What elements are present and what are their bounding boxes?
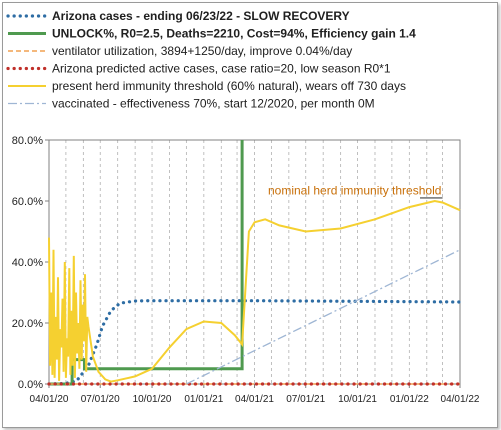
x-tick-label: 04/01/21	[235, 394, 274, 405]
legend-label: UNLOCK%, R0=2.5, Deaths=2210, Cost=94%, …	[52, 27, 416, 41]
series-lines	[47, 140, 462, 386]
x-tick-label: 07/01/20	[81, 394, 120, 405]
series-line-4	[48, 199, 461, 383]
legend-label: vaccinated - effectiveness 70%, start 12…	[52, 97, 375, 111]
legend-label: present herd immunity threshold (60% nat…	[52, 79, 406, 93]
series-line-0	[47, 299, 462, 386]
x-tick-label: 01/01/22	[390, 394, 429, 405]
x-tick-label: 04/01/20	[30, 394, 69, 405]
annotations: nominal herd immunity threshold	[268, 183, 443, 199]
x-tick-label: 04/01/22	[441, 394, 480, 405]
y-tick-label: 20.0%	[12, 318, 43, 330]
y-tick-label: 40.0%	[12, 257, 43, 269]
y-tick-label: 80.0%	[12, 135, 43, 147]
x-tick-label: 07/01/21	[286, 394, 325, 405]
annotation-label: nominal herd immunity threshold	[268, 183, 441, 197]
x-tick-label: 01/01/21	[184, 394, 223, 405]
y-tick-label: 0.0%	[18, 379, 43, 391]
x-tick-label: 10/01/20	[133, 394, 172, 405]
y-tick-label: 60.0%	[12, 196, 43, 208]
legend-label: Arizona predicted active cases, case rat…	[52, 62, 391, 76]
legend: Arizona cases - ending 06/23/22 - SLOW R…	[6, 9, 416, 111]
legend-label: ventilator utilization, 3894+1250/day, i…	[52, 44, 352, 58]
axes: 0.0% 20.0% 40.0% 60.0% 80.0% 04/01/20 07/01/20…	[12, 135, 480, 405]
x-tick-label: 10/01/21	[338, 394, 377, 405]
legend-label: Arizona cases - ending 06/23/22 - SLOW R…	[52, 9, 350, 23]
grid-lines	[65, 140, 443, 384]
